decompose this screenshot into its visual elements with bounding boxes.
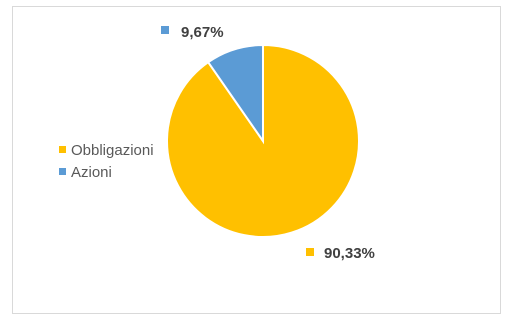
pie-slices bbox=[166, 43, 360, 238]
legend-label-azioni: Azioni bbox=[71, 164, 112, 181]
legend: Obbligazioni Azioni bbox=[59, 142, 154, 181]
data-label-text-obbligazioni: 90,33% bbox=[324, 245, 375, 262]
legend-item-azioni: Azioni bbox=[59, 164, 112, 181]
data-label-marker-azioni bbox=[161, 26, 169, 34]
pie-slice-azioni bbox=[206, 43, 264, 145]
legend-marker-obbligazioni bbox=[59, 146, 66, 153]
legend-label-obbligazioni: Obbligazioni bbox=[71, 142, 154, 159]
legend-marker-azioni bbox=[59, 168, 66, 175]
data-label-azioni: 9,67% bbox=[161, 24, 224, 41]
legend-item-obbligazioni: Obbligazioni bbox=[59, 142, 154, 159]
data-label-marker-obbligazioni bbox=[306, 248, 314, 256]
data-label-obbligazioni: 90,33% bbox=[306, 245, 375, 262]
data-label-text-azioni: 9,67% bbox=[181, 24, 224, 41]
